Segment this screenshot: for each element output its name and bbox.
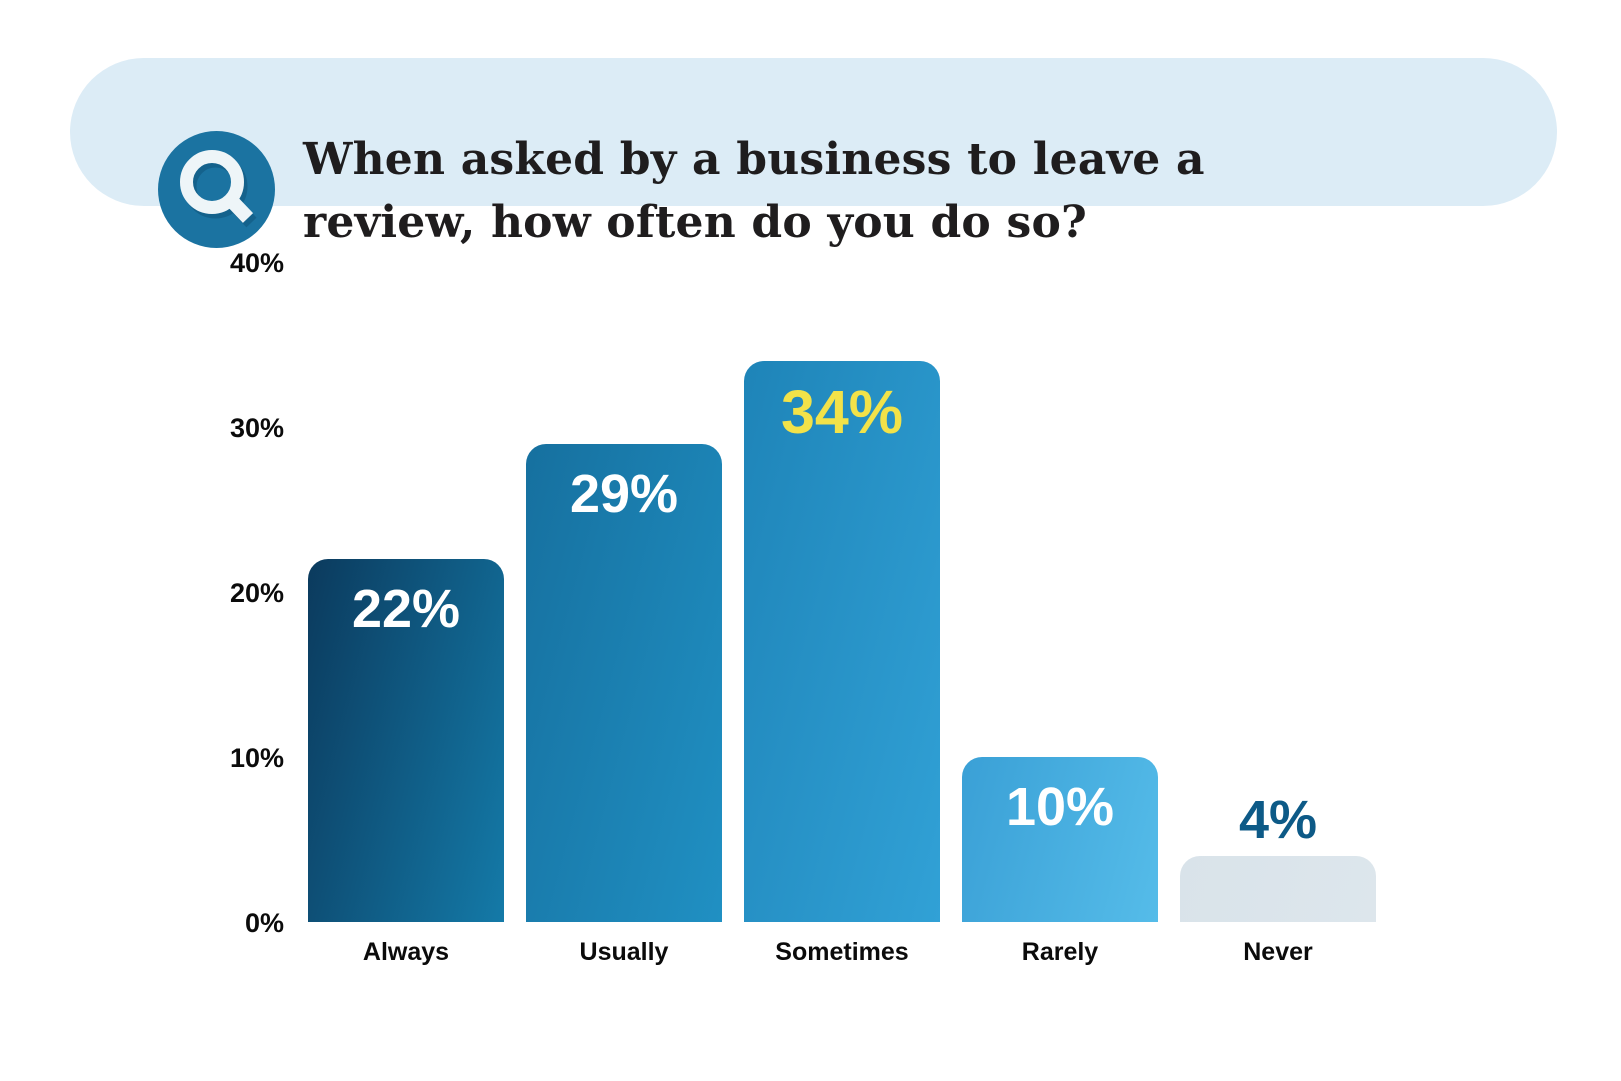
bar-value-usually: 29% bbox=[569, 463, 679, 524]
bar-label-always: Always bbox=[362, 938, 450, 966]
question-badge bbox=[158, 131, 275, 248]
bar-sometimes bbox=[744, 361, 940, 922]
bar-value-sometimes: 34% bbox=[780, 378, 904, 446]
y-tick-30: 30% bbox=[229, 413, 284, 443]
bar-label-sometimes: Sometimes bbox=[775, 938, 909, 966]
magnifier-q-icon bbox=[158, 131, 275, 248]
y-tick-10: 10% bbox=[229, 743, 284, 773]
question-line-1: When asked by a business to leave a bbox=[303, 134, 1205, 185]
bar-rarely bbox=[962, 757, 1158, 922]
question-text: When asked by a business to leave a revi… bbox=[303, 128, 1205, 254]
bar-label-never: Never bbox=[1243, 938, 1313, 966]
bar-value-rarely: 10% bbox=[1005, 777, 1115, 837]
bar-usually bbox=[526, 443, 722, 922]
question-banner: When asked by a business to leave a revi… bbox=[70, 58, 1557, 248]
bar-group-always: 22% Always bbox=[308, 262, 504, 966]
y-tick-40: 40% bbox=[229, 248, 284, 278]
bar-never bbox=[1180, 856, 1376, 922]
y-tick-20: 20% bbox=[229, 578, 284, 608]
bar-group-never: 4% Never bbox=[1180, 262, 1376, 966]
plot-area: 22% Always 29% Usually 34% Sometimes 10%… bbox=[308, 262, 1376, 966]
y-tick-0: 0% bbox=[244, 908, 284, 938]
question-line-2: review, how often do you do so? bbox=[303, 197, 1087, 248]
bar-label-usually: Usually bbox=[579, 938, 669, 966]
bar-value-always: 22% bbox=[351, 579, 461, 639]
bar-group-sometimes: 34% Sometimes bbox=[744, 262, 940, 966]
bar-label-rarely: Rarely bbox=[1021, 938, 1099, 966]
bar-always bbox=[308, 559, 504, 922]
badge-circle bbox=[158, 131, 275, 248]
magnifier-glyph bbox=[180, 150, 254, 223]
bar-group-usually: 29% Usually bbox=[526, 262, 722, 966]
bar-value-never: 4% bbox=[1238, 790, 1318, 850]
bar-group-rarely: 10% Rarely bbox=[962, 262, 1158, 966]
